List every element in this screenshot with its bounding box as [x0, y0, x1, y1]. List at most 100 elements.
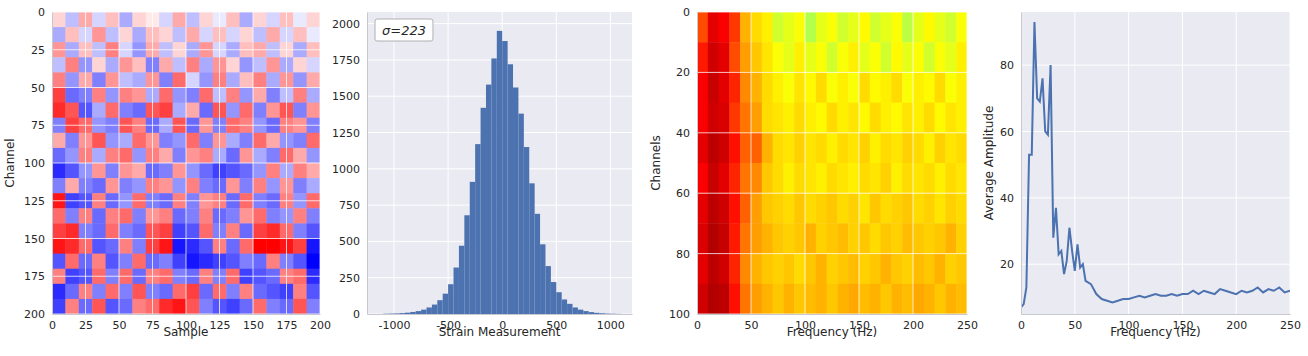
heatmap-cell	[816, 103, 827, 134]
heatmap-cell	[859, 284, 870, 314]
tick-label: 0	[683, 6, 690, 19]
heatmap-cell	[173, 239, 187, 255]
heatmap-cell	[805, 193, 816, 224]
heatmap-cell	[199, 163, 213, 179]
heatmap-cell	[65, 239, 79, 255]
tick: 20	[676, 66, 697, 79]
heatmap-cell	[697, 42, 708, 73]
heatmap-cell	[119, 88, 133, 104]
heatmap-cell	[132, 239, 146, 255]
heatmap-cell	[902, 42, 913, 73]
histogram-bar	[562, 299, 567, 314]
marks	[1021, 22, 1290, 307]
heatmap-cell	[773, 72, 784, 103]
heatmap-cell	[848, 193, 859, 224]
heatmap-cell	[837, 42, 848, 73]
heatmap-cell	[751, 193, 762, 224]
heatmap-cell	[293, 284, 307, 300]
heatmap-cell	[52, 178, 66, 194]
heatmap-cell	[870, 42, 881, 73]
heatmap-cell	[266, 103, 280, 119]
heatmap-cell	[186, 88, 200, 104]
heatmap-cell	[240, 27, 254, 42]
heatmap-cell	[106, 208, 120, 224]
tick-label: 175	[24, 270, 45, 283]
heatmap-cell	[253, 163, 267, 179]
heatmap-cell	[65, 133, 79, 149]
heatmap-cell	[751, 42, 762, 73]
histogram-bar	[481, 108, 486, 314]
heatmap-cell	[697, 103, 708, 134]
heatmap-cell	[307, 57, 320, 73]
heatmap-cell	[751, 254, 762, 285]
heatmap-cell	[740, 72, 751, 103]
grid-line-x	[967, 12, 968, 314]
heatmap-cell	[186, 57, 200, 73]
histogram-bar	[486, 85, 491, 314]
tick: 200	[1226, 314, 1247, 332]
tick-label: 150	[243, 319, 264, 332]
heatmap-cell	[119, 254, 133, 270]
tick-label: 20	[676, 66, 690, 79]
heatmap-cell	[924, 103, 935, 134]
heatmap-cell	[119, 163, 133, 179]
tick-label: 0	[1018, 319, 1025, 332]
grid-line-x	[1182, 12, 1183, 314]
heatmap-cell	[65, 148, 79, 164]
heatmap-cell	[816, 133, 827, 164]
grid-line-x	[1290, 12, 1291, 314]
heatmap-cell	[266, 72, 280, 88]
heatmap-cell	[827, 72, 838, 103]
x-axis-title: Frequency (Hz)	[1110, 325, 1201, 339]
heatmap-cell	[751, 284, 762, 314]
heatmap-cell	[106, 163, 120, 179]
heatmap-cell	[65, 12, 79, 28]
grid	[367, 12, 632, 314]
heatmap-cell	[762, 163, 773, 194]
axis-line	[698, 314, 968, 315]
tick: 250	[1280, 314, 1301, 332]
heatmap-cell	[827, 254, 838, 285]
heatmap-cell	[159, 208, 173, 224]
heatmap-cell	[740, 12, 751, 43]
histogram-bar	[497, 31, 502, 314]
heatmap-cell	[266, 223, 280, 239]
histogram-bar	[383, 313, 388, 314]
heatmap-cell	[307, 148, 320, 164]
heatmap-cell	[945, 12, 956, 43]
heatmap-cell	[199, 223, 213, 239]
heatmap-cell	[132, 57, 146, 73]
marks	[52, 12, 320, 314]
grid-line-x	[697, 12, 698, 314]
heatmap-cell	[240, 299, 254, 314]
histogram-bar	[513, 88, 518, 315]
heatmap-cell	[186, 103, 200, 119]
heatmap-cell	[226, 163, 240, 179]
heatmap-cell	[870, 12, 881, 43]
heatmap-cell	[253, 133, 267, 149]
heatmap-cell	[173, 284, 187, 300]
heatmap-cell	[740, 42, 751, 73]
heatmap-cell	[186, 299, 200, 314]
heatmap-cell	[837, 72, 848, 103]
histogram-bar	[464, 215, 469, 314]
heatmap-cell	[173, 208, 187, 224]
tick-label: 20	[1000, 258, 1014, 271]
heatmap-cell	[719, 193, 730, 224]
heatmap-cell	[307, 223, 320, 239]
heatmap-cell	[199, 178, 213, 194]
annotation: σ=223	[375, 19, 433, 41]
heatmap-cell	[65, 72, 79, 88]
y-axis-title: Channel	[3, 138, 17, 187]
tick: 100	[24, 157, 52, 170]
histogram-bar	[416, 311, 421, 314]
heatmap-cell	[956, 133, 967, 164]
heatmap-cell	[805, 163, 816, 194]
heatmap-cell	[913, 223, 924, 254]
heatmap-cell	[159, 178, 173, 194]
heatmap-cell	[266, 88, 280, 104]
grid-line-y	[1021, 197, 1290, 198]
heatmap-cell	[307, 254, 320, 270]
heatmap-cell	[173, 163, 187, 179]
heatmap-cell	[226, 103, 240, 119]
